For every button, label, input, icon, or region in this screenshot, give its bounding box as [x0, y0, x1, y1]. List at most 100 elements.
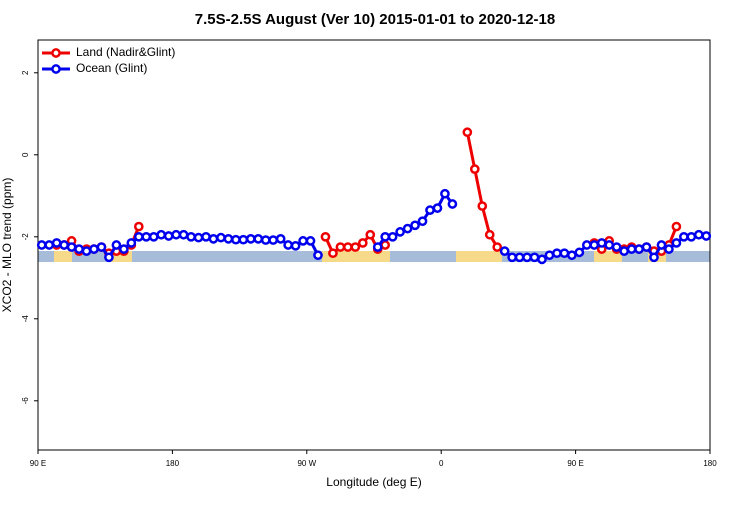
data-point	[193, 232, 204, 243]
y-tick-label: 2	[21, 70, 30, 75]
legend-label: Land (Nadir&Glint)	[76, 45, 175, 59]
data-point	[679, 231, 689, 242]
data-point	[171, 229, 181, 240]
data-point	[507, 252, 517, 263]
y-tick-label: -4	[21, 315, 30, 323]
data-point	[671, 221, 682, 232]
data-point	[484, 229, 495, 240]
data-point	[589, 240, 600, 250]
data-point	[604, 240, 615, 250]
x-tick-label: 0	[439, 459, 444, 468]
data-point	[81, 246, 92, 256]
data-point	[522, 252, 532, 263]
data-point	[104, 252, 114, 263]
data-point	[544, 250, 555, 261]
data-point	[649, 252, 659, 263]
data-point	[477, 201, 488, 211]
legend-label: Ocean (Glint)	[76, 61, 147, 75]
data-point	[201, 231, 211, 242]
data-point	[275, 234, 286, 244]
x-tick-label: 180	[703, 459, 717, 468]
data-point	[186, 231, 196, 242]
data-point	[141, 231, 152, 242]
y-tick-label: -2	[21, 233, 30, 241]
data-point	[156, 229, 167, 240]
data-point	[328, 248, 338, 259]
data-point	[365, 229, 376, 240]
data-point	[626, 244, 637, 254]
data-point	[664, 244, 674, 254]
data-point	[260, 235, 271, 245]
data-point	[499, 246, 510, 256]
data-point	[36, 240, 47, 250]
data-point	[425, 205, 435, 215]
data-point	[372, 242, 383, 252]
data-point	[656, 240, 667, 250]
data-point	[417, 216, 428, 227]
data-point	[163, 231, 174, 241]
data-point	[537, 254, 547, 265]
data-point	[380, 231, 391, 242]
data-point	[133, 231, 144, 242]
data-point	[559, 248, 570, 259]
x-tick-label: 90 W	[297, 459, 316, 468]
data-point	[245, 234, 256, 244]
data-point	[387, 231, 398, 242]
data-point	[552, 248, 562, 259]
data-point	[402, 223, 413, 234]
data-point	[74, 244, 84, 254]
data-point	[253, 234, 264, 244]
data-point	[567, 250, 577, 261]
data-point	[283, 240, 293, 250]
data-point	[671, 238, 682, 248]
data-point	[492, 242, 503, 252]
data-point	[686, 231, 697, 242]
data-point	[320, 231, 331, 242]
land-ocean-strip	[38, 251, 710, 262]
data-point	[641, 242, 652, 252]
data-point	[514, 252, 525, 263]
data-point	[462, 127, 473, 138]
data-point	[111, 240, 122, 250]
data-point	[96, 242, 107, 252]
data-point	[634, 244, 644, 254]
data-point	[231, 234, 241, 245]
data-point	[350, 242, 361, 252]
data-point	[529, 252, 540, 263]
data-point	[313, 250, 323, 261]
legend-marker	[51, 64, 61, 74]
data-point	[208, 234, 219, 244]
data-point	[335, 242, 346, 252]
x-axis-label: Longitude (deg E)	[326, 475, 421, 489]
data-point	[119, 244, 129, 254]
y-tick-label: -6	[21, 397, 30, 405]
data-point	[357, 238, 368, 248]
data-point	[395, 227, 405, 237]
y-axis-label: XCO2 - MLO trend (ppm)	[0, 178, 14, 313]
data-point	[469, 164, 480, 174]
data-point	[440, 188, 450, 199]
data-point	[223, 234, 234, 244]
data-point	[410, 220, 420, 231]
data-point	[305, 236, 316, 246]
legend-marker	[51, 48, 61, 58]
data-point	[574, 247, 585, 258]
data-point	[216, 232, 226, 243]
data-point	[581, 240, 592, 250]
x-tick-label: 180	[166, 459, 180, 468]
data-point	[432, 203, 443, 213]
data-point	[701, 231, 712, 241]
data-point	[611, 242, 622, 252]
data-point	[89, 244, 99, 254]
data-point	[619, 246, 629, 256]
data-point	[178, 229, 189, 240]
data-point	[51, 238, 62, 248]
data-point	[298, 236, 308, 246]
chart-title: 7.5S-2.5S August (Ver 10) 2015-01-01 to …	[195, 11, 555, 28]
data-point	[693, 229, 704, 240]
data-point	[133, 221, 144, 232]
data-point	[126, 238, 137, 248]
data-point	[290, 240, 301, 251]
x-tick-label: 90 E	[567, 459, 583, 468]
